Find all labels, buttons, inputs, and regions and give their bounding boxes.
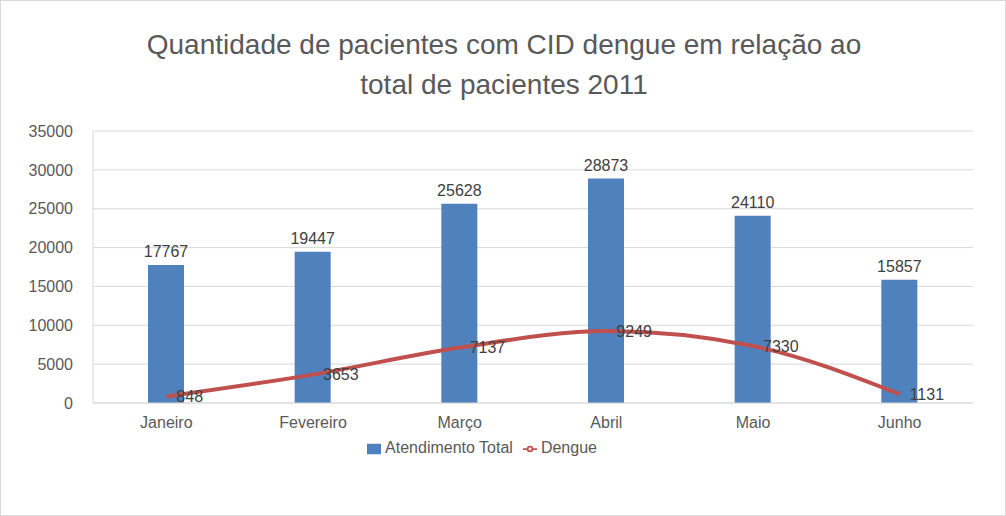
svg-text:25628: 25628 [437,182,482,199]
html-text:Atendimento Total: Atendimento Total [385,439,513,456]
svg-text:Fevereiro: Fevereiro [279,414,347,431]
svg-text:15857: 15857 [877,258,922,275]
svg-text:848: 848 [176,388,203,405]
svg-text:1131: 1131 [910,386,945,403]
svg-text:Junho: Junho [878,414,922,431]
svg-text:Janeiro: Janeiro [140,414,193,431]
svg-text:24110: 24110 [731,194,774,211]
svg-text:20000: 20000 [29,239,74,256]
svg-text:Abril: Abril [590,414,622,431]
svg-text:10000: 10000 [29,317,74,334]
svg-text:Março: Março [437,414,482,431]
html-text:Dengue: Dengue [540,439,597,456]
svg-text:25000: 25000 [29,200,74,217]
svg-text:17767: 17767 [144,243,189,260]
svg-text:9249: 9249 [616,323,652,340]
svg-text:35000: 35000 [29,123,74,140]
svg-text:19447: 19447 [290,230,335,247]
svg-text:7137: 7137 [470,339,506,356]
svg-text:3653: 3653 [323,366,359,383]
svg-text:0: 0 [64,395,73,412]
svg-text:15000: 15000 [29,278,74,295]
svg-text:28873: 28873 [584,157,629,174]
svg-text:5000: 5000 [37,356,73,373]
svg-text:Maio: Maio [736,414,771,431]
svg-text:7330: 7330 [763,338,799,355]
html-text:Quantidade de pacientes com CI: Quantidade de pacientes com CID dengue e… [146,29,862,100]
svg-text:30000: 30000 [29,162,74,179]
